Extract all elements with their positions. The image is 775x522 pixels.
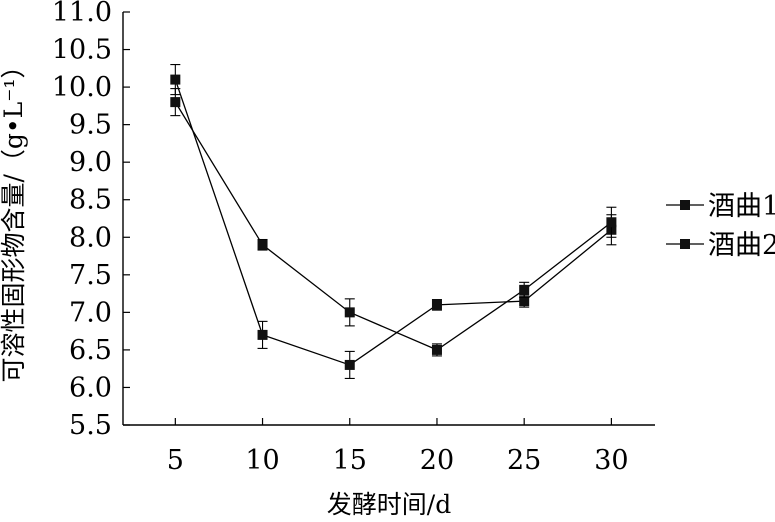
y-tick-label: 10.0	[52, 72, 112, 103]
data-point	[257, 239, 268, 250]
data-point	[519, 284, 530, 295]
data-point	[257, 329, 268, 340]
series-2	[170, 88, 617, 357]
data-point	[170, 74, 181, 85]
data-point	[170, 97, 181, 108]
series-layer	[170, 64, 617, 379]
legend-label: 酒曲1	[708, 191, 775, 222]
y-tick-label: 9.0	[69, 147, 112, 178]
x-tick-label: 10	[245, 445, 279, 476]
x-tick-label: 5	[167, 445, 184, 476]
series-line	[174, 79, 612, 366]
series-line	[174, 101, 612, 351]
data-point	[519, 296, 530, 307]
y-tick-label: 8.5	[69, 185, 112, 216]
axes	[122, 12, 655, 426]
y-tick-label: 6.5	[69, 335, 112, 366]
data-point	[344, 359, 355, 370]
y-tick-label: 10.5	[52, 35, 112, 66]
y-axis-title: 可溶性固形物含量/（g•L⁻¹）	[0, 54, 28, 383]
y-tick-label: 7.0	[69, 297, 112, 328]
x-tick-label: 20	[420, 445, 454, 476]
x-ticks: 5 10 15 20 25 30	[167, 418, 629, 476]
data-point	[431, 299, 442, 310]
x-axis-title: 发酵时间/d	[327, 490, 451, 519]
legend-marker	[680, 200, 690, 210]
legend-marker	[680, 239, 690, 249]
x-tick-label: 30	[594, 445, 628, 476]
y-tick-label: 11.0	[52, 0, 112, 28]
data-point	[344, 307, 355, 318]
y-ticks: 5.5 6.0 6.5 7.0 7.5 8.0 8.5 9.0 9.5 10.0 10.5 11.0	[52, 0, 130, 441]
y-tick-label: 6.0	[69, 372, 112, 403]
legend-label: 酒曲2	[708, 230, 775, 261]
x-tick-label: 25	[507, 445, 541, 476]
x-tick-label: 15	[333, 445, 367, 476]
y-tick-label: 5.5	[69, 410, 112, 441]
y-tick-label: 9.5	[69, 110, 112, 141]
data-point	[606, 217, 617, 228]
data-point	[431, 344, 442, 355]
y-tick-label: 7.5	[69, 260, 112, 291]
y-tick-label: 8.0	[69, 222, 112, 253]
